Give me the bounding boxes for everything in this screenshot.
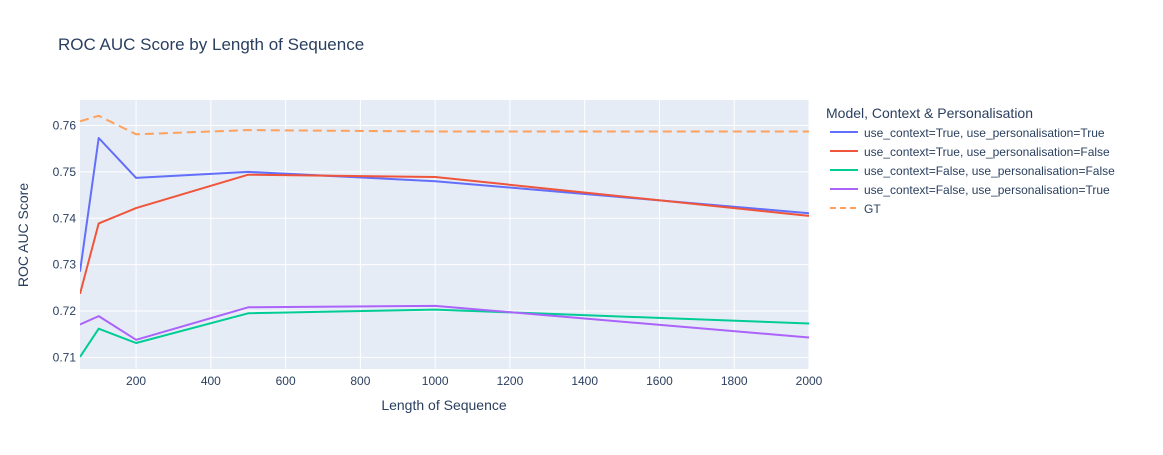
x-tick-label: 1600 [646, 374, 673, 388]
legend-title: Model, Context & Personalisation [826, 105, 1033, 121]
x-tick-label: 1200 [497, 374, 524, 388]
plot-area [80, 100, 809, 369]
series-line [80, 304, 809, 341]
chart-title: ROC AUC Score by Length of Sequence [58, 35, 364, 54]
legend-label: use_context=True, use_personalisation=Fa… [864, 145, 1110, 159]
x-tick-label: 200 [126, 374, 146, 388]
x-axis-ticks: 200 400 600 800 1000 1200 1400 1600 1800 2000 [126, 374, 823, 388]
x-tick-label: 600 [276, 374, 296, 388]
y-tick-label: 0.75 [53, 165, 77, 179]
series-line [80, 114, 809, 136]
y-tick-label: 0.76 [53, 119, 77, 133]
series-line [80, 137, 809, 272]
y-tick-label: 0.71 [53, 350, 77, 364]
grid-lines [80, 100, 810, 369]
series-line [80, 173, 809, 295]
legend-label: use_context=False, use_personalisation=T… [864, 183, 1110, 197]
x-tick-label: 1800 [721, 374, 748, 388]
x-axis-label: Length of Sequence [381, 397, 507, 413]
y-axis-label: ROC AUC Score [15, 183, 31, 287]
x-tick-label: 1400 [571, 374, 598, 388]
series-lines [80, 114, 809, 358]
y-tick-label: 0.72 [53, 304, 77, 318]
legend-label: use_context=False, use_personalisation=F… [864, 164, 1115, 178]
x-tick-label: 1000 [422, 374, 449, 388]
y-axis-ticks: 0.71 0.72 0.73 0.74 0.75 0.76 [53, 119, 77, 365]
x-tick-label: 2000 [796, 374, 823, 388]
legend: use_context=True, use_personalisation=Tr… [830, 126, 1115, 216]
y-tick-label: 0.73 [53, 258, 77, 272]
x-tick-label: 800 [350, 374, 370, 388]
x-tick-label: 400 [201, 374, 221, 388]
legend-label: GT [864, 202, 881, 216]
legend-label: use_context=True, use_personalisation=Tr… [864, 126, 1105, 140]
y-tick-label: 0.74 [53, 211, 77, 225]
